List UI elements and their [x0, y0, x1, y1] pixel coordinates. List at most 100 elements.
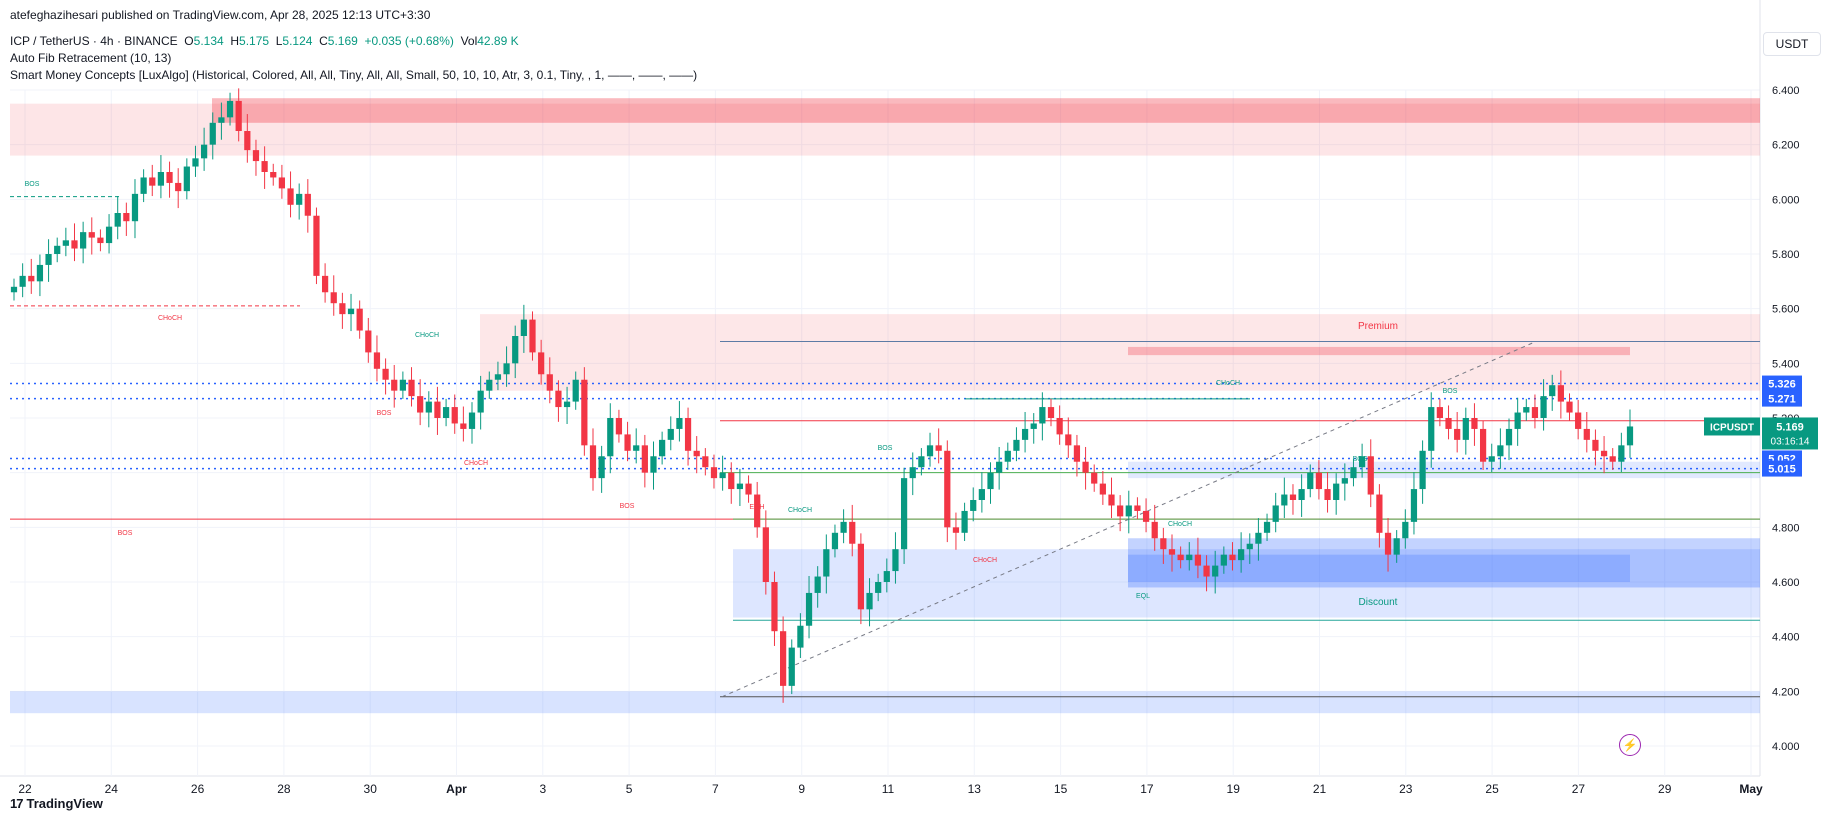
price-label: 5.015	[1768, 464, 1796, 476]
candle-body	[235, 100, 242, 131]
candle-body	[1626, 426, 1634, 446]
candle-body	[1212, 565, 1219, 577]
x-tick-label: 22	[18, 782, 32, 796]
candle-body	[555, 390, 562, 408]
zone-label: Premium	[1358, 321, 1398, 332]
candle-body	[365, 330, 372, 353]
candle-body	[287, 188, 294, 205]
candle-body	[1471, 418, 1478, 429]
candle-body	[520, 319, 527, 336]
candle-body	[131, 193, 139, 222]
candle-body	[486, 379, 493, 391]
candle-body	[684, 418, 692, 451]
candle-body	[166, 172, 173, 183]
candle-body	[252, 150, 260, 162]
candle-body	[330, 292, 337, 304]
candle-body	[1549, 385, 1556, 397]
candle-body	[702, 456, 709, 468]
x-tick-label: 9	[798, 782, 805, 796]
candle-body	[1324, 489, 1331, 500]
candle-body	[442, 407, 450, 418]
supply-zone-top-dark	[212, 98, 1760, 123]
candle-body	[62, 240, 69, 246]
price-label-box	[1762, 460, 1802, 477]
candle-body	[607, 418, 614, 457]
candle-body	[356, 308, 363, 331]
candle-body	[313, 215, 320, 276]
candle-body	[970, 500, 977, 511]
candle-body	[1056, 418, 1063, 435]
indicator-smc[interactable]: Smart Money Concepts [LuxAlgo] (Historic…	[10, 68, 698, 82]
candle-body	[451, 407, 458, 424]
candle-body	[382, 368, 389, 380]
zone-label: EQH	[749, 504, 764, 511]
candle-body	[1454, 428, 1461, 440]
y-tick-label: 6.000	[1772, 194, 1800, 206]
candle-body	[1488, 456, 1495, 462]
symbol-name[interactable]: ICP / TetherUS · 4h · BINANCE	[10, 34, 178, 48]
demand-zone-bottom	[10, 691, 1760, 714]
candle-body	[1039, 407, 1046, 424]
premium-zone-band	[1128, 346, 1630, 356]
candle-body	[978, 489, 985, 500]
candle-body	[771, 582, 778, 632]
candle-body	[1505, 428, 1513, 446]
candle-body	[961, 510, 968, 533]
candle-body	[1263, 521, 1271, 533]
candle-body	[183, 166, 190, 192]
candle-body	[952, 527, 960, 533]
candle-body	[1177, 554, 1184, 561]
lightning-icon[interactable]: ⚡	[1619, 734, 1641, 756]
candle-body	[857, 543, 864, 610]
structure-label: BOS	[620, 503, 635, 510]
candle-body	[226, 100, 234, 118]
candle-body	[762, 527, 769, 582]
x-tick-label: 7	[712, 782, 719, 796]
zone-label: EQL	[1136, 593, 1150, 600]
candle-body	[296, 193, 303, 205]
candle-body	[1099, 483, 1106, 495]
x-tick-label: 24	[105, 782, 119, 796]
supply-zone-top-light	[10, 103, 1760, 156]
high-label: H	[230, 34, 240, 48]
price-label: 5.271	[1768, 394, 1796, 406]
candle-body	[1609, 456, 1616, 462]
low-value: 5.124	[282, 34, 313, 48]
candle-body	[1013, 439, 1020, 451]
x-tick-label: Apr	[446, 782, 467, 796]
candle-body	[97, 237, 104, 244]
candle-body	[270, 172, 277, 178]
y-tick-label: 4.400	[1772, 632, 1800, 644]
candle-body	[944, 450, 951, 528]
candle-body	[1168, 549, 1176, 555]
currency-button[interactable]: USDT	[1763, 32, 1821, 56]
candle-body	[425, 401, 432, 413]
candle-body	[1462, 418, 1469, 440]
candle-body	[1117, 505, 1124, 517]
candle-body	[1402, 521, 1409, 539]
candle-body	[175, 182, 182, 192]
zone-label: Discount	[1359, 597, 1398, 608]
x-tick-label: 3	[539, 782, 546, 796]
indicator-fib[interactable]: Auto Fib Retracement (10, 13)	[10, 51, 172, 65]
candle-body	[935, 445, 942, 451]
x-tick-label: 19	[1227, 782, 1241, 796]
candle-body	[909, 467, 916, 479]
candle-body	[650, 456, 657, 473]
candle-body	[1021, 428, 1029, 440]
candle-body	[676, 418, 683, 429]
candle-body	[1030, 423, 1037, 429]
x-tick-label: 23	[1399, 782, 1413, 796]
tradingview-brand: TradingView	[26, 796, 103, 811]
candle-body	[1134, 505, 1141, 511]
candle-body	[728, 472, 735, 490]
symbol-ohlc-line: ICP / TetherUS · 4h · BINANCE O5.134 H5.…	[10, 34, 519, 48]
x-tick-label: 17	[1140, 782, 1154, 796]
price-label: 5.326	[1768, 379, 1796, 391]
candle-body	[1419, 450, 1426, 490]
candle-body	[434, 401, 441, 418]
candle-body	[719, 472, 726, 479]
candle-body	[1436, 407, 1443, 418]
candle-body	[563, 401, 571, 408]
